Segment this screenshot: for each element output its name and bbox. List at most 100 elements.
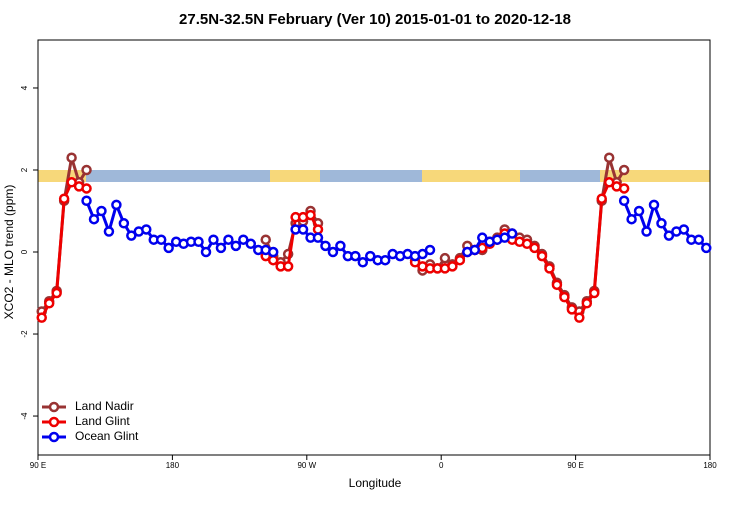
data-point — [297, 224, 309, 235]
data-point — [424, 244, 436, 256]
data-point — [118, 218, 130, 229]
data-point — [357, 257, 369, 268]
data-point — [618, 183, 630, 194]
data-point — [141, 224, 152, 235]
data-point — [327, 246, 339, 258]
data-point — [81, 164, 92, 176]
data-point — [312, 232, 324, 243]
legend-marker — [48, 431, 60, 443]
data-point — [618, 164, 630, 176]
data-point — [230, 240, 242, 252]
data-point — [559, 291, 570, 303]
data-point — [603, 177, 615, 188]
data-point — [544, 263, 555, 274]
data-point — [693, 234, 705, 245]
data-point — [103, 226, 115, 237]
data-point — [267, 246, 279, 258]
data-point — [208, 234, 219, 245]
data-point — [596, 193, 607, 204]
data-point — [506, 228, 518, 239]
data-point — [566, 304, 578, 315]
land-strip — [422, 170, 520, 182]
data-point — [417, 248, 428, 260]
data-point — [678, 224, 690, 235]
data-point — [66, 152, 77, 163]
data-point — [439, 252, 451, 264]
data-point — [350, 250, 361, 262]
data-point — [305, 209, 316, 221]
data-point — [200, 246, 212, 258]
y-tick-label: -2 — [20, 330, 29, 338]
data-point — [245, 238, 257, 250]
data-point — [574, 312, 585, 323]
ocean-strip — [38, 170, 710, 182]
data-point — [81, 195, 92, 207]
data-point — [499, 232, 510, 243]
y-tick-label: -4 — [20, 412, 29, 420]
data-point — [267, 254, 279, 266]
x-tick-label: 90 E — [30, 461, 46, 470]
y-tick-label: 4 — [20, 85, 29, 90]
data-point — [454, 254, 466, 266]
data-point — [155, 234, 167, 245]
data-point — [58, 193, 70, 204]
data-point — [215, 242, 227, 254]
data-point — [260, 234, 271, 245]
data-point — [447, 261, 458, 272]
data-point — [126, 230, 137, 241]
data-point — [626, 213, 637, 225]
data-point — [96, 205, 107, 217]
data-point — [477, 232, 488, 243]
data-point — [111, 199, 122, 211]
y-tick-label: 0 — [20, 249, 29, 254]
land-strip — [270, 170, 320, 182]
data-point — [193, 236, 204, 248]
data-point — [36, 312, 47, 323]
y-axis-label: XCO2 - MLO trend (ppm) — [2, 185, 16, 320]
data-point — [66, 177, 77, 188]
data-point — [51, 287, 62, 299]
data-point — [603, 152, 615, 163]
data-point — [648, 199, 660, 211]
legend-label: Ocean Glint — [75, 429, 139, 443]
data-point — [701, 242, 712, 254]
legend-label: Land Glint — [75, 414, 130, 428]
legend-label: Land Nadir — [75, 399, 134, 413]
data-point — [633, 205, 645, 217]
x-tick-label: 90 E — [567, 461, 583, 470]
data-point — [282, 261, 294, 272]
data-point — [312, 224, 324, 235]
data-point — [81, 183, 92, 194]
x-tick-label: 0 — [439, 461, 444, 470]
data-point — [223, 234, 234, 245]
data-point — [618, 195, 630, 207]
data-point — [589, 287, 600, 299]
x-tick-label: 180 — [703, 461, 717, 470]
legend-marker — [48, 401, 60, 413]
data-point — [320, 240, 331, 252]
legend-marker — [48, 416, 60, 428]
data-point — [88, 213, 100, 225]
data-point — [663, 230, 675, 241]
data-point — [43, 298, 55, 309]
data-point — [656, 218, 667, 229]
data-point — [335, 240, 346, 252]
data-point — [163, 242, 174, 254]
data-point — [529, 242, 540, 254]
data-point — [379, 254, 391, 266]
x-tick-label: 90 W — [297, 461, 316, 470]
y-tick-label: 2 — [20, 167, 29, 172]
data-point — [551, 279, 563, 291]
x-tick-label: 180 — [166, 461, 180, 470]
data-point — [365, 250, 376, 262]
data-point — [536, 250, 548, 262]
data-point — [238, 234, 249, 245]
data-point — [641, 226, 652, 237]
chart-title: 27.5N-32.5N February (Ver 10) 2015-01-01… — [179, 11, 571, 28]
data-point — [581, 298, 593, 309]
data-point — [469, 244, 481, 256]
x-axis-label: Longitude — [349, 476, 402, 490]
data-point — [521, 238, 533, 250]
